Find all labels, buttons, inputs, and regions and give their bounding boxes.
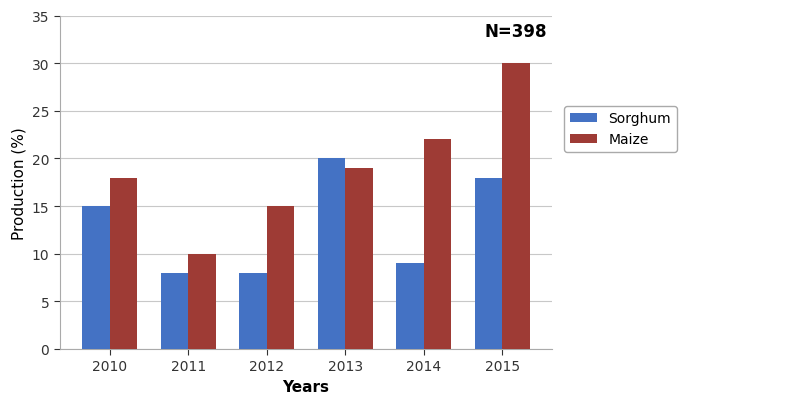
Bar (188, 254, 215, 349)
Bar (109, 178, 137, 349)
Bar (161, 273, 188, 349)
Bar (239, 273, 267, 349)
Bar (502, 64, 530, 349)
Bar (475, 178, 502, 349)
Bar (345, 168, 373, 349)
Text: N=398: N=398 (485, 23, 547, 41)
Bar (424, 140, 451, 349)
Legend: Sorghum, Maize: Sorghum, Maize (564, 107, 676, 153)
Bar (82, 207, 109, 349)
X-axis label: Years: Years (283, 379, 329, 394)
Bar (318, 159, 345, 349)
Bar (267, 207, 294, 349)
Bar (396, 264, 424, 349)
Y-axis label: Production (%): Production (%) (11, 127, 26, 239)
